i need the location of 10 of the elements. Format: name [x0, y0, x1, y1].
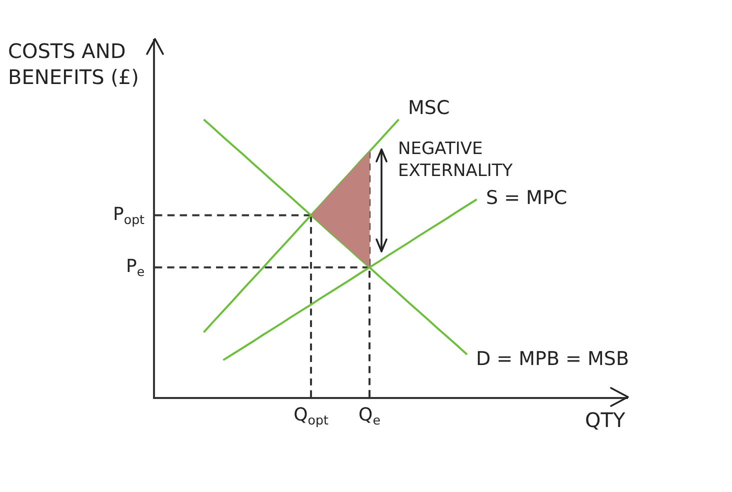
- series-label: MSC: [408, 97, 450, 119]
- annotation: NEGATIVE EXTERNALITY: [398, 139, 514, 182]
- x-tick-label: Q$_{opt}$: [294, 404, 328, 428]
- text: QTY: [585, 408, 626, 432]
- x-tick-label: Q$_{e}$: [358, 404, 381, 428]
- series-label: P$_{opt}$: [113, 204, 145, 227]
- y-axis-title: COSTS AND BENEFITS (£): [8, 39, 139, 89]
- series-label: P$_{e}$: [126, 256, 145, 279]
- series-label: D = MPB = MSB: [476, 348, 630, 370]
- series-label: S = MPC: [486, 187, 568, 209]
